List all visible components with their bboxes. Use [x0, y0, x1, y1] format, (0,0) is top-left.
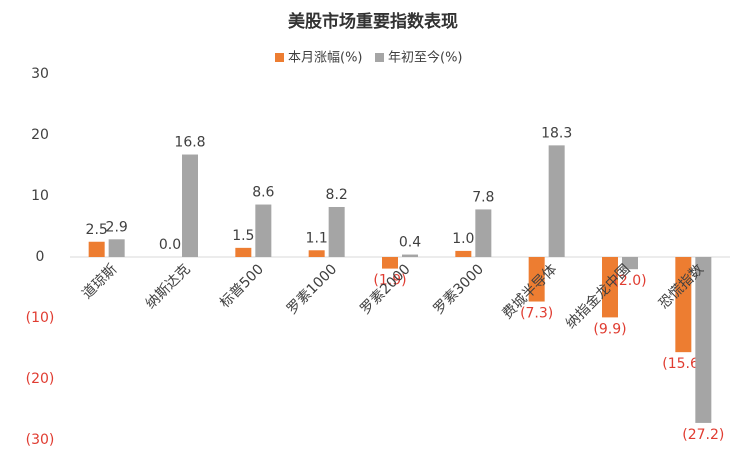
y-tick-label: (30) [26, 432, 55, 448]
legend-label: 年初至今(%) [388, 50, 463, 66]
value-label: (9.9) [593, 321, 626, 337]
value-label: 1.0 [452, 231, 474, 247]
legend-label: 本月涨幅(%) [288, 51, 363, 66]
bar [475, 209, 492, 257]
bar [108, 239, 125, 257]
bar [182, 154, 198, 257]
value-label: 8.6 [252, 185, 274, 201]
y-tick-label: 30 [31, 66, 49, 82]
bar [235, 247, 252, 257]
bar [548, 145, 565, 257]
bar [328, 206, 345, 257]
bar [455, 250, 472, 257]
legend-swatch [375, 53, 384, 62]
value-label: (15.6) [662, 356, 704, 372]
bar [528, 257, 545, 302]
y-tick-label: 20 [31, 127, 49, 143]
value-label: 18.3 [541, 125, 572, 141]
value-label: 8.2 [326, 187, 348, 203]
value-label: (2.0) [613, 273, 646, 289]
bar [402, 254, 418, 257]
bar [88, 241, 105, 257]
y-tick-label: 0 [36, 249, 45, 265]
bar [255, 204, 272, 257]
value-label: 0.0 [159, 237, 181, 253]
bar [308, 250, 325, 257]
value-label: (7.3) [520, 306, 553, 322]
value-label: 2.5 [86, 222, 108, 238]
bar [602, 257, 618, 318]
value-label: (1.9) [373, 273, 406, 289]
value-label: 16.8 [174, 135, 205, 151]
value-label: 0.4 [399, 235, 421, 251]
value-label: 7.8 [472, 189, 494, 205]
chart-title: 美股市场重要指数表现 [288, 11, 458, 32]
y-tick-label: (20) [26, 371, 55, 387]
bar [382, 257, 398, 269]
bar [695, 257, 712, 423]
bar [675, 257, 692, 353]
y-tick-label: (10) [26, 310, 55, 326]
value-label: 1.5 [232, 228, 254, 244]
legend-swatch [275, 53, 284, 62]
bar [622, 257, 638, 270]
value-label: 1.1 [306, 230, 328, 246]
value-label: 2.9 [106, 219, 128, 235]
value-label: (27.2) [682, 427, 724, 443]
y-tick-label: 10 [31, 188, 49, 204]
